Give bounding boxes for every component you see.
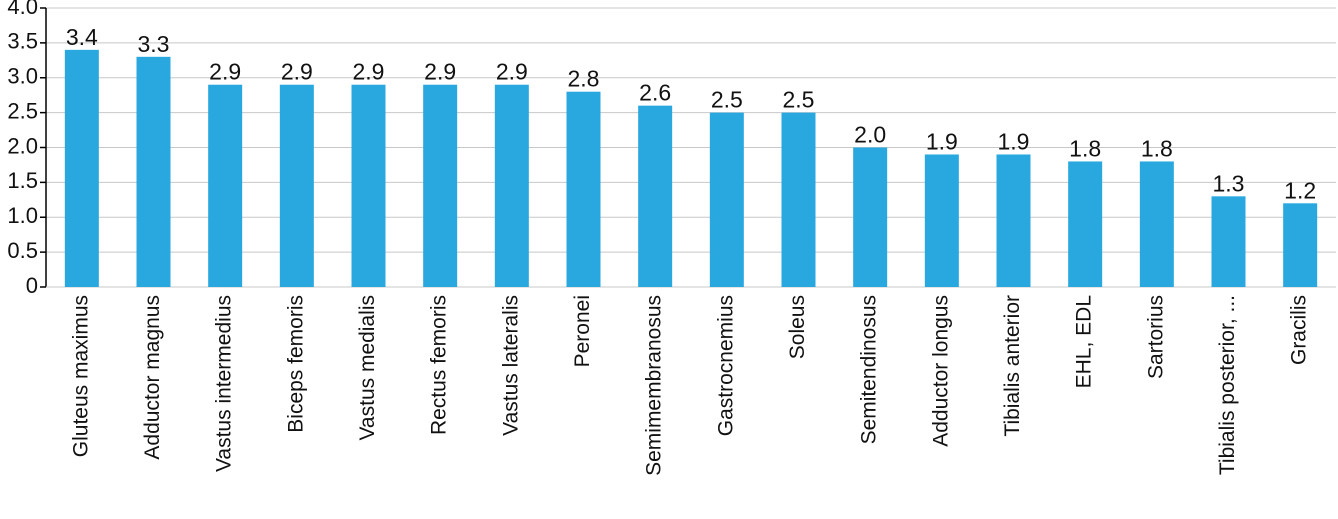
bar [1211,196,1246,287]
bar [924,154,959,287]
value-label: 3.4 [66,24,98,50]
x-tick-label: Biceps femoris [284,295,307,433]
value-label: 2.5 [711,87,743,113]
x-tick-label: Tibialis posterior, ... [1216,295,1239,475]
value-label: 2.5 [783,87,815,113]
y-tick-label: 1.5 [7,168,38,193]
x-tick-label: Vastus intermedius [213,295,236,472]
bar [996,154,1031,287]
bar [638,105,673,288]
bar [781,112,816,287]
y-tick-label: 2.0 [7,133,38,158]
bar [1068,161,1103,287]
bar [64,49,99,287]
value-label: 1.9 [926,128,958,154]
bar [709,112,744,287]
value-label: 1.9 [998,128,1030,154]
bar [136,56,171,288]
x-tick-label: Vastus lateralis [499,295,522,436]
value-label: 2.6 [639,80,671,106]
x-tick-label: Sartorius [1144,295,1167,379]
bar [208,84,243,287]
x-tick-label: Rectus femoris [428,295,451,435]
y-tick-label: 0 [26,273,38,298]
x-tick-label: Adductor magnus [141,295,164,460]
x-tick-label: Gastrocnemius [714,295,737,436]
bar [1283,203,1318,287]
value-label: 1.2 [1284,177,1316,203]
value-label: 1.8 [1141,135,1173,161]
x-tick-label: Gluteus maximus [69,295,92,457]
value-label: 2.0 [854,122,886,148]
value-label: 2.9 [209,59,241,85]
value-label: 2.9 [496,59,528,85]
x-tick-label: Peronei [571,295,594,367]
x-tick-label: Vastus medialis [356,295,379,441]
x-tick-label: Tibialis anterior [1001,295,1024,437]
y-tick-label: 1.0 [7,203,38,228]
x-tick-label: Gracilis [1288,295,1311,365]
y-tick-label: 3.5 [7,29,38,54]
x-tick-label: Semimembranosus [643,295,666,476]
value-label: 2.9 [281,59,313,85]
bar [423,84,458,287]
y-tick-label: 2.5 [7,98,38,123]
x-tick-label: EHL, EDL [1073,295,1096,388]
y-tick-label: 3.0 [7,64,38,89]
y-tick-label: 4.0 [7,0,38,19]
value-label: 2.9 [353,59,385,85]
bar [351,84,386,287]
x-tick-label: Semitendinosus [858,295,881,444]
value-label: 3.3 [138,31,170,57]
bar [853,147,888,287]
bar [494,84,529,287]
x-tick-label: Soleus [786,295,809,359]
bar [566,91,601,287]
bar [279,84,314,287]
value-label: 2.8 [568,66,600,92]
bar [1139,161,1174,287]
x-tick-label: Adductor longus [929,295,952,447]
y-tick-label: 0.5 [7,238,38,263]
value-label: 2.9 [424,59,456,85]
value-label: 1.8 [1069,135,1101,161]
value-label: 1.3 [1213,170,1245,196]
